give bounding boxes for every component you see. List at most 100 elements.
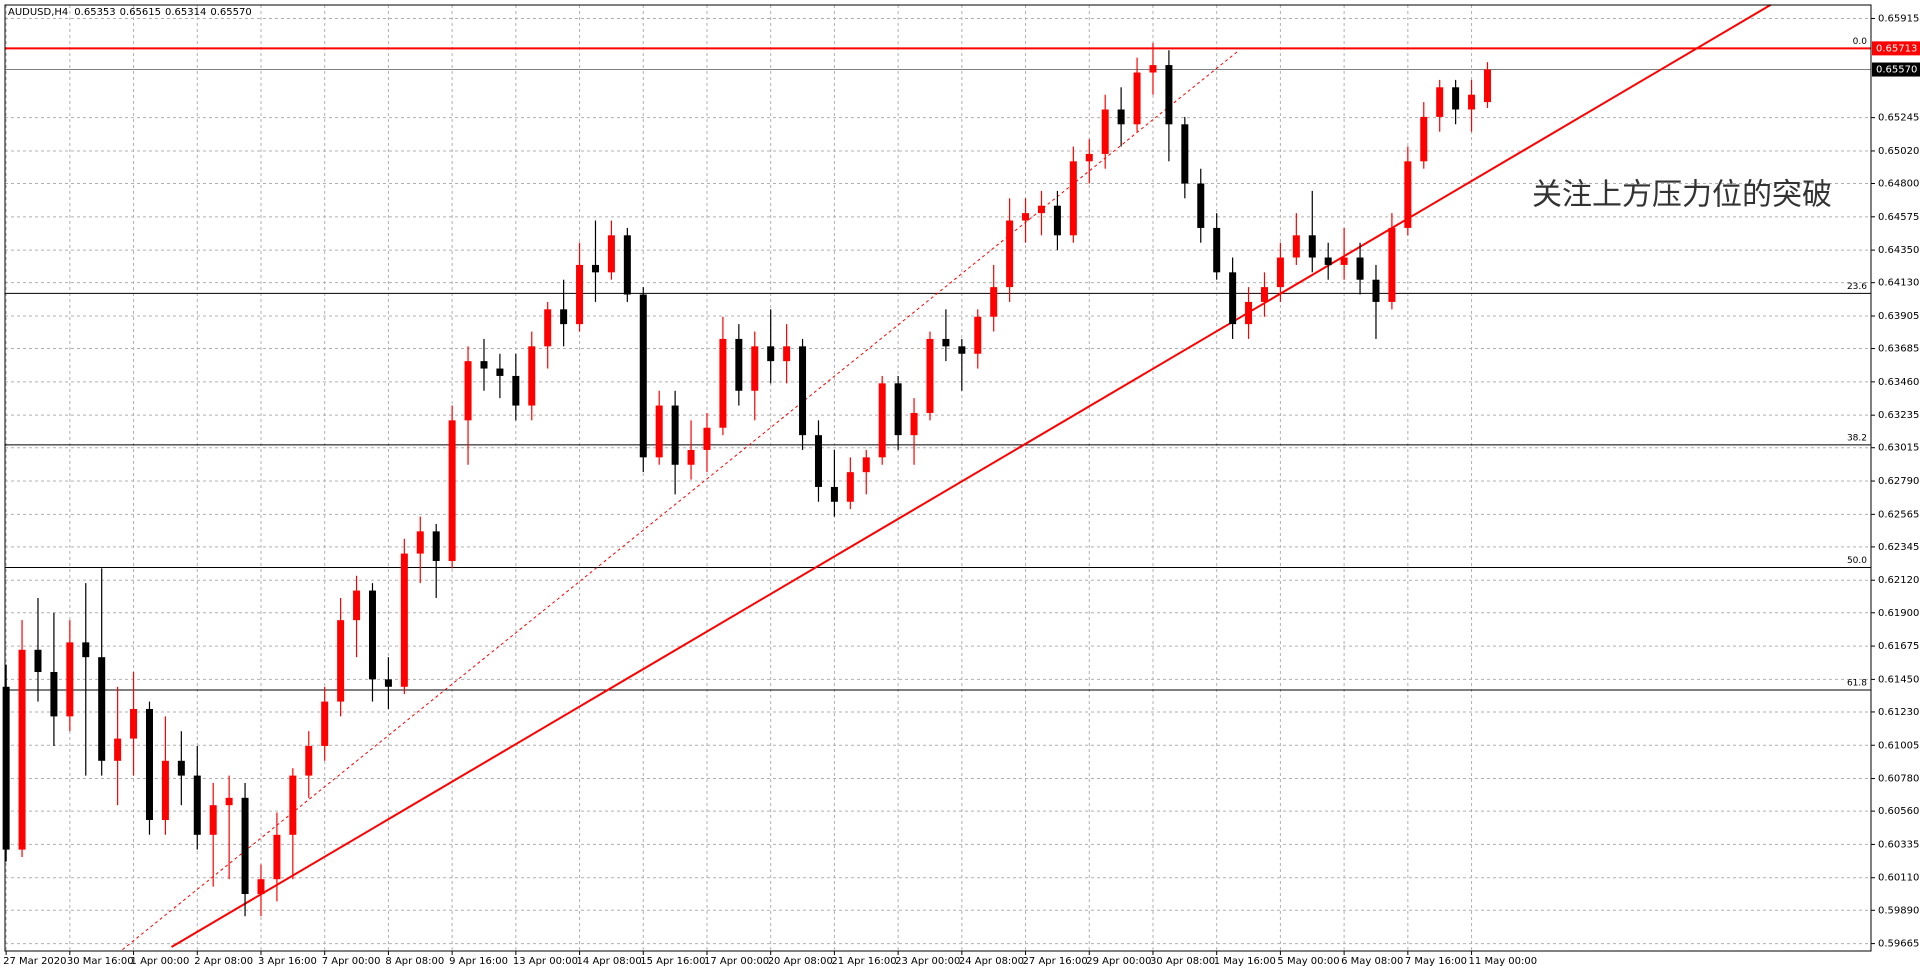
candle-body (448, 420, 456, 561)
candle-body (783, 346, 791, 362)
candle-body (1404, 161, 1412, 228)
fib-label: 0.0 (1853, 37, 1868, 47)
candle-body (1308, 235, 1316, 258)
y-tick-label: 0.60560 (1878, 806, 1919, 817)
candle-body (528, 346, 536, 406)
candle-body (130, 708, 138, 739)
candle-body (368, 590, 376, 680)
candle-body (767, 346, 775, 362)
candle-body (1483, 69, 1491, 103)
candle-body (1213, 227, 1221, 273)
y-tick-label: 0.60110 (1878, 873, 1919, 884)
y-tick-label: 0.64800 (1878, 179, 1919, 190)
y-tick-label: 0.62565 (1878, 509, 1919, 520)
candle-body (177, 760, 185, 776)
x-tick-label: 7 Apr 00:00 (322, 956, 381, 967)
candle-body (400, 553, 408, 687)
candle-body (719, 338, 727, 428)
candle-body (926, 338, 934, 413)
candle-body (193, 775, 201, 835)
candle-body (958, 346, 966, 354)
candle-body (18, 649, 26, 850)
candle-body (225, 797, 233, 806)
y-tick-label: 0.63685 (1878, 344, 1919, 355)
candle-body (1069, 161, 1077, 236)
candle-body (830, 486, 838, 502)
quote-value: 0.65615 (120, 7, 161, 18)
candle-body (145, 708, 153, 821)
y-tick-label: 0.61900 (1878, 608, 1919, 619)
x-tick-label: 29 Apr 00:00 (1086, 956, 1151, 967)
x-tick-label: 13 Apr 00:00 (513, 956, 578, 967)
candle-body (942, 338, 950, 347)
y-tick-label: 0.59665 (1878, 939, 1919, 950)
candle-body (1101, 109, 1109, 154)
fib-label: 50.0 (1847, 556, 1867, 566)
candle-body (671, 405, 679, 465)
y-tick-label: 0.61230 (1878, 707, 1919, 718)
candle-body (862, 457, 870, 473)
fib-label: 38.2 (1847, 433, 1867, 443)
x-tick-label: 27 Apr 16:00 (1023, 956, 1088, 967)
x-tick-label: 20 Apr 08:00 (768, 956, 833, 967)
candle-body (910, 412, 918, 436)
x-tick-label: 30 Apr 08:00 (1150, 956, 1215, 967)
candle-body (1133, 72, 1141, 125)
y-tick-label: 0.59890 (1878, 905, 1919, 916)
x-tick-label: 15 Apr 16:00 (640, 956, 705, 967)
y-tick-label: 0.63460 (1878, 377, 1919, 388)
candle-body (512, 375, 520, 406)
x-tick-label: 6 May 08:00 (1341, 956, 1403, 967)
candle-body (209, 805, 217, 835)
candle-body (289, 775, 297, 835)
x-tick-label: 8 Apr 08:00 (385, 956, 444, 967)
x-tick-label: 27 Mar 2020 (3, 956, 66, 967)
candle-body (321, 701, 329, 746)
y-tick-label: 0.65245 (1878, 113, 1919, 124)
price-box (1872, 41, 1920, 56)
candle-body (1356, 257, 1364, 280)
y-tick-label: 0.63015 (1878, 443, 1919, 454)
x-tick-label: 1 Apr 00:00 (131, 956, 190, 967)
x-tick-label: 9 Apr 16:00 (449, 956, 508, 967)
annotation: 关注上方压力位的突破 (1532, 178, 1832, 213)
y-tick-label: 0.63905 (1878, 311, 1919, 322)
y-tick-label: 0.60780 (1878, 774, 1919, 785)
candle-body (496, 368, 504, 376)
grid (5, 5, 1871, 951)
candle-body (560, 309, 568, 325)
candle-body (974, 316, 982, 354)
candle-body (1292, 235, 1300, 258)
candle-body (337, 620, 345, 702)
candle-body (751, 346, 759, 391)
y-tick-label: 0.65020 (1878, 146, 1919, 157)
candle-body (1165, 65, 1173, 125)
candle-body (990, 287, 998, 317)
price-label: 0.65713 (1876, 43, 1917, 54)
candle-body (114, 738, 122, 761)
candle-body (799, 346, 807, 436)
candle-body (2, 686, 10, 850)
candle-body (50, 671, 58, 717)
fib-label: 23.6 (1847, 282, 1867, 292)
candle-body (639, 294, 647, 458)
candle-body (273, 834, 281, 880)
x-tick-label: 3 Apr 16:00 (258, 956, 317, 967)
candle-body (1117, 109, 1125, 125)
candle-body (98, 657, 106, 761)
fib-label: 61.8 (1847, 679, 1867, 689)
y-tick-label: 0.62120 (1878, 575, 1919, 586)
quote-value: 0.65353 (74, 7, 115, 18)
candle-body (894, 383, 902, 436)
candle-body (82, 642, 90, 658)
y-tick-label: 0.65915 (1878, 13, 1919, 24)
candle-body (1372, 279, 1380, 302)
candle-body (655, 405, 663, 458)
y-tick-label: 0.64130 (1878, 278, 1919, 289)
y-tick-label: 0.61005 (1878, 740, 1919, 751)
y-tick-label: 0.64575 (1878, 212, 1919, 223)
candle-body (591, 264, 599, 273)
candle-body (878, 383, 886, 458)
